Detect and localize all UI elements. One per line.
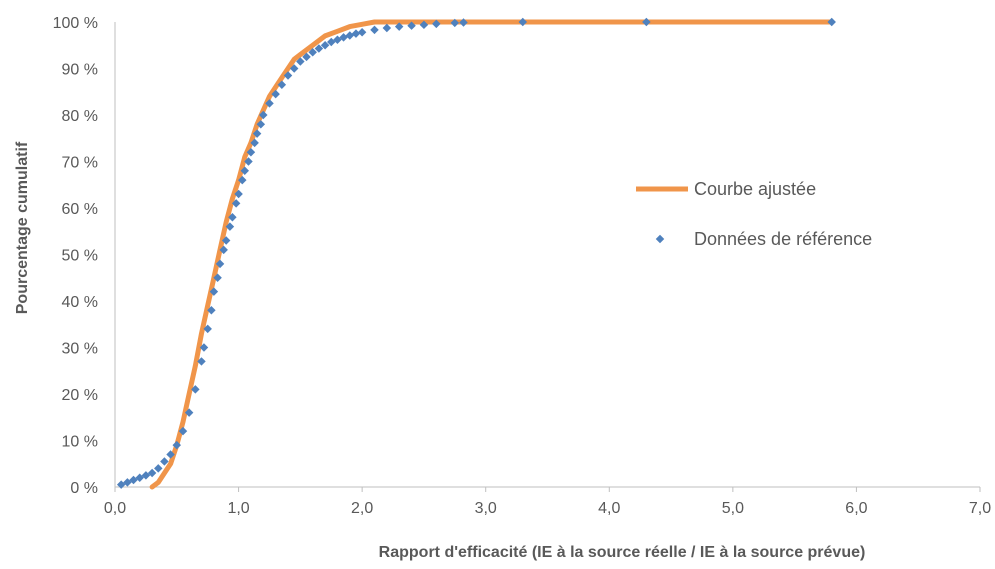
y-tick-label: 100 %: [53, 15, 98, 32]
legend-marker-reference-data: [655, 234, 665, 244]
legend: Courbe ajustée Données de référence: [636, 179, 872, 249]
y-tick-label: 30 %: [62, 341, 98, 358]
legend-label-fitted-curve: Courbe ajustée: [694, 179, 816, 199]
series-layer: [116, 17, 836, 490]
reference-data-point: [240, 166, 250, 176]
y-tick-labels: 0 % 10 % 20 % 30 % 40 % 50 % 60 % 70 % 80 % 90 % 1…: [53, 15, 98, 497]
reference-data-point: [160, 457, 169, 466]
y-tick-label: 90 %: [62, 62, 98, 79]
y-tick-label: 10 %: [62, 434, 98, 451]
reference-data-point: [357, 28, 367, 37]
reference-data-point: [459, 18, 468, 27]
y-tick-label: 20 %: [62, 387, 98, 404]
legend-label-reference-data: Données de référence: [694, 229, 872, 249]
reference-data-point: [141, 471, 151, 480]
reference-data-point: [345, 31, 355, 40]
reference-data-point: [184, 408, 194, 417]
y-tick-label: 70 %: [62, 155, 98, 172]
reference-data-point: [246, 147, 256, 157]
x-tick-label: 5,0: [722, 500, 744, 517]
x-tick-label: 6,0: [845, 500, 867, 517]
reference-data-point: [221, 236, 231, 245]
x-axis-title: Rapport d'efficacité (IE à la source rée…: [379, 544, 866, 561]
fitted-curve-line: [149, 19, 835, 490]
reference-data-point: [250, 138, 259, 148]
reference-data-point: [642, 17, 651, 27]
y-tick-label: 80 %: [62, 108, 98, 125]
reference-data-point: [370, 25, 379, 35]
reference-data-point: [450, 18, 460, 28]
reference-data-point: [259, 110, 268, 120]
reference-data-point: [225, 222, 235, 231]
reference-data-point: [135, 473, 144, 482]
reference-data-point: [333, 35, 342, 44]
reference-data-point: [154, 464, 163, 473]
reference-data-point: [197, 357, 206, 366]
reference-data-point: [234, 189, 243, 199]
reference-data-point: [265, 99, 274, 108]
reference-data-point: [382, 23, 392, 33]
y-axis-title: Pourcentage cumulatif: [14, 141, 31, 314]
reference-data-point: [166, 450, 175, 459]
reference-data-point: [231, 199, 241, 208]
x-tick-label: 7,0: [969, 500, 991, 517]
x-tick-label: 3,0: [475, 500, 497, 517]
reference-data-point: [238, 175, 247, 185]
reference-data-point: [207, 306, 216, 315]
reference-data-point: [252, 129, 262, 138]
x-tick-label: 2,0: [351, 500, 373, 517]
x-tick-label: 1,0: [227, 500, 249, 517]
x-tick-label: 0,0: [104, 500, 126, 517]
reference-data-point: [518, 17, 528, 27]
reference-data-point: [827, 17, 836, 27]
reference-data-point: [256, 120, 266, 129]
x-tick-label: 4,0: [598, 500, 620, 517]
reference-data-point: [228, 213, 237, 222]
reference-data-point: [351, 29, 361, 38]
y-tick-label: 0 %: [70, 480, 98, 497]
reference-data-point: [209, 287, 219, 296]
y-tick-label: 50 %: [62, 248, 98, 265]
y-tick-label: 40 %: [62, 294, 98, 311]
y-tick-label: 60 %: [62, 201, 98, 218]
reference-data-point: [147, 468, 157, 478]
reference-data-point: [219, 245, 228, 255]
x-tick-labels: 0,0 1,0 2,0 3,0 4,0 5,0 6,0 7,0: [104, 487, 991, 517]
